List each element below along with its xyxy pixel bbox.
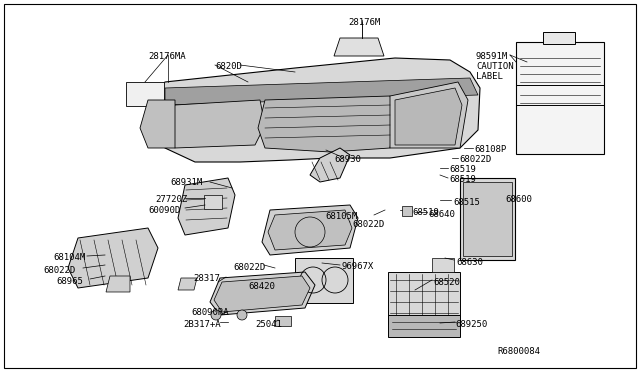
Text: 28176MA: 28176MA — [148, 52, 186, 61]
Bar — [388, 272, 460, 324]
Text: 28317: 28317 — [193, 274, 220, 283]
Text: 68965: 68965 — [56, 277, 83, 286]
Polygon shape — [165, 78, 478, 105]
Polygon shape — [395, 88, 462, 145]
Polygon shape — [140, 100, 175, 148]
Polygon shape — [68, 228, 158, 288]
Text: 6820D: 6820D — [215, 62, 242, 71]
Text: 68600: 68600 — [505, 195, 532, 204]
Bar — [275, 316, 291, 326]
Text: 68519: 68519 — [412, 208, 439, 217]
Text: 68022D: 68022D — [352, 220, 384, 229]
Bar — [402, 206, 412, 216]
Text: 68022D: 68022D — [233, 263, 265, 272]
Text: 68420: 68420 — [248, 282, 275, 291]
Text: 68519: 68519 — [449, 165, 476, 174]
Polygon shape — [258, 96, 395, 152]
Text: 68630: 68630 — [456, 258, 483, 267]
Polygon shape — [214, 276, 310, 312]
Text: 68105M: 68105M — [325, 212, 357, 221]
Bar — [295, 258, 353, 303]
Text: 68931M: 68931M — [170, 178, 202, 187]
Text: 68640: 68640 — [428, 210, 455, 219]
Bar — [516, 42, 604, 154]
Text: 68515: 68515 — [453, 198, 480, 207]
Text: 60090D: 60090D — [148, 206, 180, 215]
Polygon shape — [148, 58, 480, 162]
Polygon shape — [390, 82, 468, 148]
Polygon shape — [178, 278, 197, 290]
Text: 27720Z: 27720Z — [155, 195, 188, 204]
Bar — [543, 32, 575, 44]
Text: 68022D: 68022D — [43, 266, 76, 275]
Bar — [463, 182, 512, 256]
Text: LABEL: LABEL — [476, 72, 503, 81]
Circle shape — [211, 310, 221, 320]
Bar — [204, 195, 222, 209]
Text: 68520: 68520 — [433, 278, 460, 287]
Polygon shape — [178, 178, 235, 235]
Text: CAUTION: CAUTION — [476, 62, 514, 71]
Text: 68022D: 68022D — [459, 155, 492, 164]
Bar — [460, 178, 515, 260]
Text: R6800084: R6800084 — [497, 347, 540, 356]
Bar — [126, 82, 164, 106]
Text: 96967X: 96967X — [342, 262, 374, 271]
Text: 689250: 689250 — [455, 320, 487, 329]
Text: 68930: 68930 — [334, 155, 361, 164]
Bar — [388, 315, 460, 337]
Polygon shape — [310, 148, 350, 182]
Text: 68108P: 68108P — [474, 145, 506, 154]
Text: 68519: 68519 — [449, 175, 476, 184]
Text: 25041: 25041 — [255, 320, 282, 329]
Text: 98591M: 98591M — [476, 52, 508, 61]
Circle shape — [237, 310, 247, 320]
Bar — [432, 258, 454, 272]
Text: 68090RA: 68090RA — [191, 308, 228, 317]
Polygon shape — [268, 210, 352, 250]
Text: 2B317+A: 2B317+A — [183, 320, 221, 329]
Polygon shape — [210, 272, 315, 315]
Polygon shape — [334, 38, 384, 56]
Text: 28176M: 28176M — [348, 18, 380, 27]
Text: 68104M: 68104M — [53, 253, 85, 262]
Polygon shape — [165, 100, 265, 148]
Polygon shape — [262, 205, 358, 255]
Polygon shape — [106, 276, 130, 292]
